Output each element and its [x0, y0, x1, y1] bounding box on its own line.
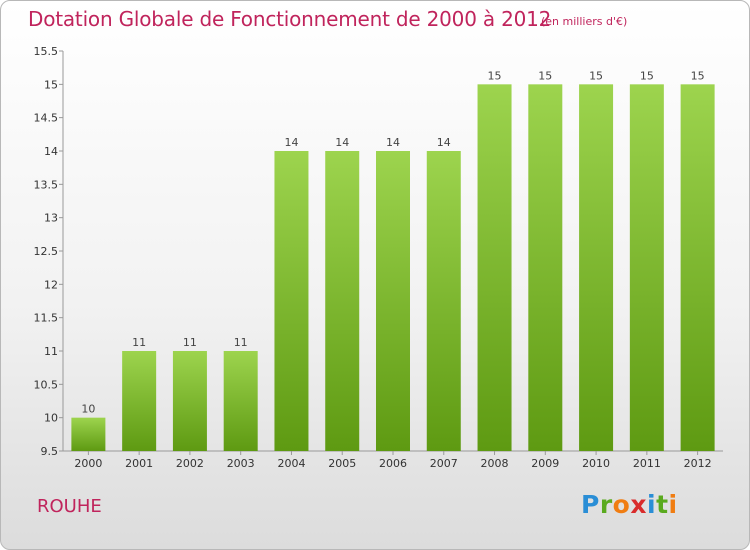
logo-letter: P	[581, 490, 600, 519]
bars-group	[71, 84, 715, 451]
bar	[680, 84, 715, 451]
bar	[426, 151, 461, 451]
data-label: 14	[437, 136, 451, 149]
axes: 9.5 10 10.5 11 11.5 12 12.5 13 13.5 14 14.5 15 15.5	[34, 45, 723, 458]
y-tick-label: 9.5	[41, 445, 59, 458]
chart-subtitle: (en milliers d'€)	[541, 15, 628, 28]
logo-letter: i	[668, 490, 678, 519]
logo-letter: o	[612, 490, 631, 519]
bar	[579, 84, 614, 451]
data-label: 14	[386, 136, 400, 149]
data-label: 10	[81, 403, 95, 416]
data-label: 14	[284, 136, 298, 149]
logo-letter: x	[630, 490, 647, 519]
x-tick-label: 2007	[430, 457, 458, 470]
y-tick-label: 11	[44, 345, 58, 358]
x-tick-label: 2011	[633, 457, 661, 470]
y-tick-label: 11.5	[34, 312, 59, 325]
x-tick-label: 2001	[125, 457, 153, 470]
x-tick-label: 2006	[379, 457, 407, 470]
y-tick-label: 15.5	[34, 45, 59, 58]
x-tick-label: 2002	[176, 457, 204, 470]
data-label: 14	[335, 136, 349, 149]
proxiti-logo: Proxiti	[581, 490, 678, 519]
bar	[71, 417, 106, 451]
y-tick-label: 12	[44, 278, 58, 291]
data-label: 11	[132, 336, 146, 349]
bar	[376, 151, 410, 451]
logo-letter: i	[647, 490, 657, 519]
x-tick-label: 2008	[481, 457, 509, 470]
y-tick-label: 14.5	[34, 112, 59, 125]
x-tick-label: 2000	[74, 457, 102, 470]
data-label: 15	[488, 69, 502, 82]
x-tick-label: 2005	[328, 457, 356, 470]
x-tick-label: 2003	[227, 457, 255, 470]
logo-letter: t	[656, 490, 669, 519]
y-tick-label: 12.5	[34, 245, 59, 258]
bar	[223, 351, 258, 451]
bar	[528, 84, 563, 451]
logo-letter: r	[599, 490, 613, 519]
bar	[629, 84, 664, 451]
data-label: 15	[589, 69, 603, 82]
bar	[477, 84, 512, 451]
data-label: 15	[640, 69, 654, 82]
bar	[325, 151, 360, 451]
y-tick-label: 14	[44, 145, 58, 158]
data-label: 15	[538, 69, 552, 82]
x-tick-label: 2004	[277, 457, 305, 470]
data-label: 11	[183, 336, 197, 349]
y-tick-label: 10	[44, 412, 58, 425]
labels-group: 2000 10 2001 11 2002 11 2003 11 2004 14 2005 14 2006…	[74, 69, 711, 470]
bar	[172, 351, 207, 451]
location-name: ROUHE	[37, 496, 102, 517]
bar	[274, 151, 309, 451]
chart-title: Dotation Globale de Fonctionnement de 20…	[28, 7, 552, 31]
y-tick-label: 13	[44, 212, 58, 225]
y-tick-label: 13.5	[34, 178, 59, 191]
x-tick-label: 2010	[582, 457, 610, 470]
data-label: 15	[691, 69, 705, 82]
y-tick-label: 10.5	[34, 378, 59, 391]
bar	[122, 351, 157, 451]
data-label: 11	[234, 336, 248, 349]
x-tick-label: 2012	[684, 457, 712, 470]
y-tick-label: 15	[44, 78, 58, 91]
x-tick-label: 2009	[531, 457, 559, 470]
